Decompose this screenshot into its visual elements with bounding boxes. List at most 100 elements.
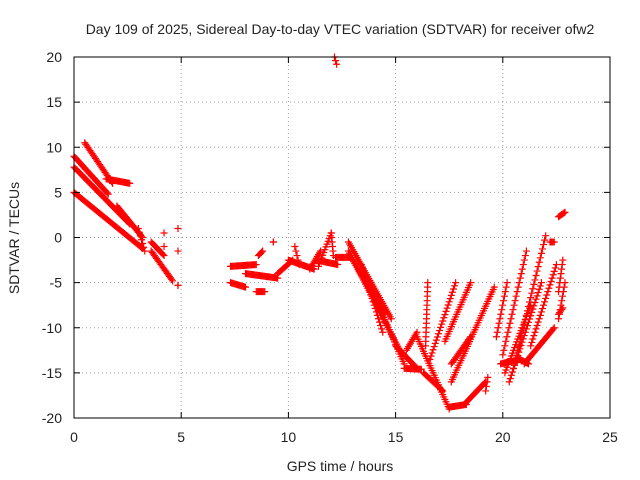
data-point	[447, 291, 455, 299]
data-point	[518, 329, 526, 337]
data-point	[466, 334, 474, 342]
x-axis-label: GPS time / hours	[287, 458, 394, 474]
data-point	[443, 304, 451, 312]
data-point	[369, 298, 377, 306]
data-point	[242, 283, 250, 291]
data-point	[452, 279, 460, 287]
data-point	[500, 346, 508, 354]
data-point	[557, 270, 565, 278]
data-point	[505, 324, 513, 332]
data-point	[261, 288, 269, 296]
data-point	[504, 328, 512, 336]
y-tick-label: 20	[46, 49, 62, 65]
data-point	[368, 294, 376, 302]
x-tick-label: 25	[602, 429, 618, 445]
data-point	[535, 285, 543, 293]
data-point	[559, 256, 567, 264]
data-point	[534, 263, 542, 271]
data-point	[138, 236, 146, 244]
axis-ticks: 0 5 10 15 20 25 -20 -15 -10 -5 0 5 10 15 20	[42, 49, 618, 445]
data-point	[259, 247, 267, 255]
y-tick-label: 0	[54, 230, 62, 246]
data-point	[538, 245, 546, 253]
data-point	[292, 247, 300, 255]
data-point	[495, 319, 503, 327]
data-point	[503, 279, 511, 287]
data-point	[439, 387, 447, 395]
data-point	[544, 288, 552, 296]
data-point	[103, 189, 111, 197]
data-point	[436, 327, 444, 335]
data-point	[430, 343, 438, 351]
data-point	[527, 294, 535, 302]
data-point	[498, 306, 506, 314]
data-point	[437, 323, 445, 331]
data-point	[525, 302, 533, 310]
data-point	[533, 292, 541, 300]
data-point	[379, 328, 387, 336]
data-point	[560, 283, 568, 291]
data-point	[546, 281, 554, 289]
data-point	[433, 333, 441, 341]
data-marks	[70, 53, 569, 413]
data-point	[507, 371, 515, 379]
data-point	[520, 320, 528, 328]
data-point	[530, 332, 538, 340]
data-point	[533, 267, 541, 275]
data-point	[506, 319, 514, 327]
data-point	[512, 292, 520, 300]
data-point	[159, 250, 167, 258]
chart-title: Day 109 of 2025, Sidereal Day-to-day VTE…	[86, 21, 595, 37]
data-point	[367, 291, 375, 299]
x-tick-label: 10	[281, 429, 297, 445]
data-point	[426, 355, 434, 363]
data-point	[519, 261, 527, 269]
data-point	[521, 316, 529, 324]
data-point	[527, 342, 535, 350]
data-point	[519, 325, 527, 333]
data-point	[559, 304, 567, 312]
data-point	[438, 386, 446, 394]
data-point	[359, 267, 367, 275]
x-tick-label: 15	[388, 429, 404, 445]
data-point	[537, 279, 545, 287]
data-point	[140, 243, 148, 251]
data-point	[438, 320, 446, 328]
data-point	[371, 305, 379, 313]
data-point	[558, 297, 566, 305]
data-point	[510, 301, 518, 309]
data-point	[497, 310, 505, 318]
data-point	[500, 292, 508, 300]
data-point	[511, 297, 519, 305]
data-point	[532, 271, 540, 279]
data-point	[252, 261, 260, 269]
data-point	[522, 247, 530, 255]
data-point	[448, 288, 456, 296]
data-point	[538, 305, 546, 313]
data-point	[104, 190, 112, 198]
data-point	[483, 378, 491, 386]
data-point	[531, 276, 539, 284]
data-point	[374, 315, 382, 323]
data-point	[434, 330, 442, 338]
data-point	[523, 322, 531, 330]
data-point	[545, 284, 553, 292]
data-point	[502, 337, 510, 345]
data-point	[492, 333, 500, 341]
y-tick-label: 5	[54, 184, 62, 200]
data-point	[160, 229, 168, 237]
data-point	[534, 289, 542, 297]
x-tick-label: 20	[495, 429, 511, 445]
data-point	[168, 275, 176, 283]
data-point	[494, 324, 502, 332]
data-point	[293, 252, 301, 260]
data-point	[295, 261, 303, 269]
data-point	[535, 258, 543, 266]
data-point	[376, 318, 384, 326]
data-point	[522, 311, 530, 319]
data-point	[482, 387, 490, 395]
data-point	[541, 236, 549, 244]
grid-lines	[74, 57, 610, 418]
data-point	[529, 305, 537, 313]
data-point	[444, 301, 452, 309]
